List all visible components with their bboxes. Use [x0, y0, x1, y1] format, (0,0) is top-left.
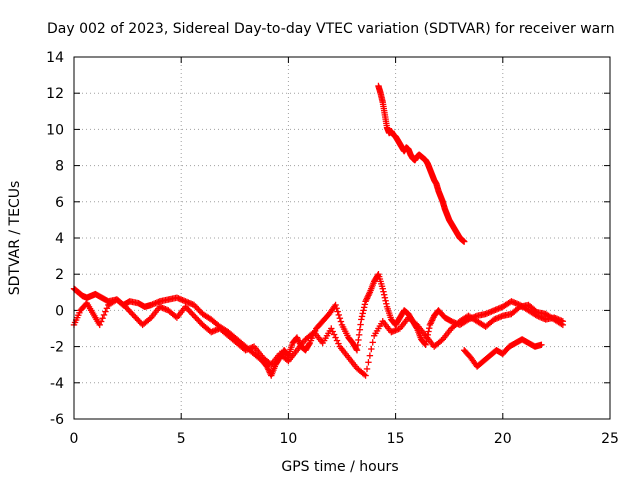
data-point-interp: [381, 294, 389, 301]
data-point-interp: [366, 352, 374, 359]
data-point-interp: [358, 313, 366, 320]
data-point-interp: [332, 334, 339, 341]
data-point-interp: [382, 297, 389, 304]
data-point-interp: [361, 301, 369, 308]
data-point-interp: [360, 304, 368, 311]
x-tick-label: 15: [387, 431, 405, 447]
chart-title: Day 002 of 2023, Sidereal Day-to-day VTE…: [47, 21, 615, 37]
x-axis-label: GPS time / hours: [281, 459, 398, 475]
data-point-interp: [99, 315, 106, 322]
y-tick-label: 14: [46, 50, 64, 66]
data-point-interp: [425, 328, 432, 335]
data-point-interp: [102, 308, 109, 315]
y-tick-label: -2: [50, 340, 64, 356]
data-point-interp: [380, 291, 388, 298]
data-point-interp: [360, 371, 368, 378]
data-point: [328, 325, 335, 332]
data-point: [353, 347, 361, 354]
data-point-interp: [284, 351, 291, 358]
y-tick-label: 12: [46, 86, 64, 102]
data-point: [362, 372, 369, 379]
data-point-interp: [365, 359, 372, 366]
data-point-interp: [558, 320, 565, 328]
data-point-interp: [380, 288, 387, 295]
data-point: [559, 321, 567, 329]
data-point-interp: [438, 337, 445, 344]
data-point: [538, 341, 545, 348]
data-point-interp: [329, 328, 336, 335]
data-point-interp: [335, 311, 342, 319]
data-point-interp: [335, 340, 342, 347]
y-axis-label: SDTVAR / TECUs: [7, 181, 23, 296]
x-tick-label: 20: [494, 431, 512, 447]
data-point-interp: [355, 331, 363, 339]
data-point: [461, 238, 468, 245]
data-point-interp: [336, 315, 344, 322]
y-tick-label: 0: [55, 303, 64, 319]
data-point: [358, 316, 365, 323]
data-point-interp: [355, 336, 362, 344]
data-point-interp: [146, 315, 153, 323]
data-point-interp: [337, 318, 345, 325]
data-point: [422, 341, 429, 348]
data-point-interp: [333, 337, 341, 344]
x-tick-label: 25: [601, 431, 619, 447]
data-point-interp: [357, 321, 364, 328]
data-point-interp: [374, 272, 381, 279]
data-point-interp: [97, 318, 105, 325]
data-point-interp: [383, 300, 390, 307]
x-tick-label: 5: [177, 431, 186, 447]
data-point-interp: [359, 310, 366, 317]
data-point-interp: [103, 305, 111, 312]
data-point: [96, 321, 103, 329]
data-point-interp: [356, 326, 364, 333]
plot-frame: [73, 56, 611, 420]
y-tick-label: 10: [46, 122, 64, 138]
data-point-interp: [425, 324, 433, 332]
data-point-interp: [412, 320, 419, 327]
data-point-interp: [353, 345, 360, 353]
y-tick-label: -4: [50, 376, 64, 392]
data-point-interp: [305, 340, 313, 348]
data-point-interp: [363, 365, 371, 373]
data-point-interp: [100, 311, 108, 319]
y-tick-label: 4: [55, 231, 64, 247]
data-point-interp: [334, 308, 341, 315]
data-point: [332, 301, 339, 309]
data-point-interp: [360, 307, 367, 314]
data-layer: [70, 82, 567, 379]
data-point-interp: [368, 345, 375, 353]
data-point-interp: [369, 339, 376, 346]
data-point-interp: [333, 305, 340, 312]
data-point-interp: [330, 331, 338, 338]
y-tick-label: 2: [55, 267, 64, 283]
y-tick-label: -6: [50, 412, 64, 428]
y-tick-label: 8: [55, 159, 64, 175]
y-tick-label: 6: [55, 195, 64, 211]
x-tick-label: 0: [70, 431, 79, 447]
data-point: [379, 285, 386, 292]
data-point-interp: [354, 341, 361, 349]
x-tick-label: 10: [279, 431, 297, 447]
